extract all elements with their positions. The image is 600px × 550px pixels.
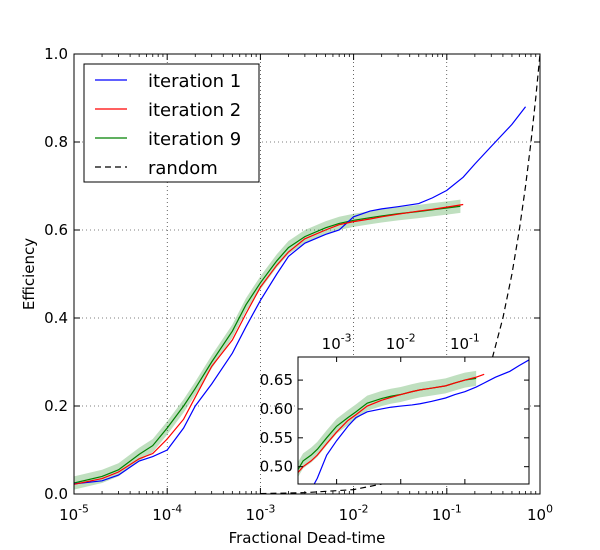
y-tick-label: 0.0 — [44, 485, 68, 503]
inset-x-tick-label: 10-3 — [322, 332, 352, 354]
y-tick-label: 0.8 — [44, 133, 68, 151]
inset-plot-frame — [297, 356, 530, 485]
x-tick-label: 100 — [527, 503, 553, 525]
series-line-iteration-1 — [74, 106, 527, 485]
series-line-iteration-2 — [74, 203, 464, 485]
legend: iteration 1 iteration 2 iteration 9 rand… — [83, 63, 260, 183]
y-tick-label: 1.0 — [44, 45, 68, 63]
legend-label-iteration-9: iteration 9 — [148, 129, 241, 150]
inset-plot-area — [298, 357, 529, 484]
y-axis-label: Efficiency — [20, 238, 38, 310]
inset-y-tick-label: 0.60 — [260, 400, 293, 418]
x-tick-label: 10-4 — [152, 503, 182, 525]
y-tick-label: 0.2 — [44, 397, 68, 415]
inset-y-tick-label: 0.65 — [260, 371, 293, 389]
inset-ticks: 10-3 10-2 10-1 0.50 0.55 0.60 0.65 — [260, 332, 529, 484]
inset-x-tick-label: 10-1 — [450, 332, 480, 354]
inset-series — [298, 359, 529, 484]
x-axis-label: Fractional Dead-time — [229, 529, 386, 547]
series-band-iteration-9 — [74, 199, 461, 490]
x-tick-label: 10-2 — [339, 503, 369, 525]
inset-y-tick-label: 0.55 — [260, 429, 293, 447]
inset-y-tick-label: 0.50 — [260, 458, 293, 476]
inset-x-tick-label: 10-2 — [386, 332, 416, 354]
legend-label-random: random — [148, 158, 218, 179]
x-tick-label: 10-5 — [59, 503, 89, 525]
x-tick-label: 10-1 — [432, 503, 462, 525]
x-tick-label: 10-3 — [245, 503, 275, 525]
inset-series-line-iteration-1 — [313, 359, 529, 484]
inset-series-line-iteration-2 — [298, 373, 485, 473]
main-series — [74, 54, 540, 494]
main-plot-frame — [73, 53, 541, 495]
legend-label-iteration-2: iteration 2 — [148, 100, 241, 121]
y-tick-label: 0.6 — [44, 221, 68, 239]
legend-box — [83, 63, 260, 183]
inset-plot: 10-3 10-2 10-1 0.50 0.55 0.60 0.65 — [260, 332, 530, 485]
y-tick-label: 0.4 — [44, 309, 68, 327]
series-line-random — [260, 54, 540, 494]
legend-label-iteration-1: iteration 1 — [148, 71, 241, 92]
